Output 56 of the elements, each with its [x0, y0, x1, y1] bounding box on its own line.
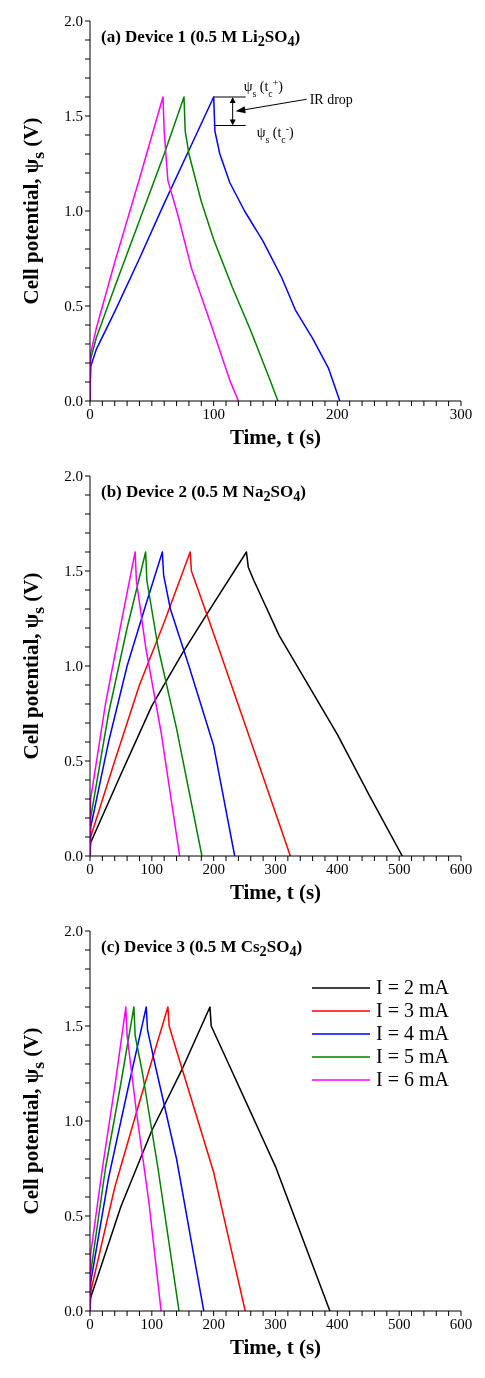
legend-label: I = 2 mA	[376, 976, 449, 999]
text: (a) Device 1 (0.5 M Li$_{2}$SO$_{4}$)	[101, 27, 301, 51]
y-tick-label: 1.0	[64, 1113, 83, 1130]
x-tick-label: 100	[140, 1315, 164, 1332]
y-tick-label: 1.0	[64, 658, 83, 675]
annotation: ψ$_{s}$ (t$_{c}$$^{-}$)	[256, 122, 294, 144]
x-tick-label: 200	[326, 405, 349, 422]
y-tick-label: 1.0	[64, 203, 83, 220]
x-tick-label: 600	[449, 1315, 473, 1332]
x-tick-label: 300	[449, 405, 473, 422]
x-tick-label: 100	[140, 860, 164, 877]
y-tick-label: 1.5	[64, 1018, 83, 1035]
y-tick-label: 0.0	[64, 848, 83, 865]
line-series	[90, 1006, 205, 1311]
x-tick-label: 0	[86, 1315, 94, 1332]
legend-label: I = 4 mA	[376, 1022, 449, 1045]
legend-label: I = 3 mA	[376, 999, 449, 1022]
line-series	[90, 1006, 162, 1311]
x-tick-label: 500	[387, 860, 411, 877]
x-tick-label: 200	[202, 860, 225, 877]
y-tick-label: 1.5	[64, 108, 83, 125]
line-series	[90, 551, 181, 856]
line-series	[90, 96, 240, 401]
y-tick-label: 0.5	[64, 753, 83, 770]
x-axis-title: Time, t (s)	[229, 880, 322, 905]
x-tick-label: 200	[202, 1315, 225, 1332]
x-axis-title: Time, t (s)	[229, 1335, 322, 1360]
x-tick-label: 100	[202, 405, 225, 422]
x-tick-label: 0	[86, 405, 94, 422]
y-tick-label: 2.0	[64, 13, 83, 30]
legend-label: I = 6 mA	[376, 1068, 449, 1091]
x-tick-label: 500	[387, 1315, 411, 1332]
y-tick-label: 2.0	[64, 923, 83, 940]
y-tick-label: 0.0	[64, 393, 83, 410]
x-tick-label: 400	[326, 1315, 349, 1332]
text: (c) Device 3 (0.5 M Cs$_{2}$SO$_{4}$)	[101, 937, 303, 961]
y-tick-label: 1.5	[64, 563, 83, 580]
y-tick-label: 2.0	[64, 468, 83, 485]
line-series	[90, 1006, 180, 1311]
line-series	[90, 1006, 246, 1311]
y-tick-label: 0.5	[64, 298, 83, 315]
y-tick-label: 0.0	[64, 1303, 83, 1320]
x-axis-title: Time, t (s)	[229, 425, 322, 450]
line-series	[90, 551, 203, 856]
x-tick-label: 300	[264, 860, 287, 877]
line-series	[90, 551, 292, 856]
x-tick-label: 300	[264, 1315, 287, 1332]
x-tick-label: 0	[86, 860, 94, 877]
annotation: IR drop	[309, 92, 353, 108]
line-series	[90, 551, 236, 856]
x-tick-label: 600	[449, 860, 473, 877]
y-tick-label: 0.5	[64, 1208, 83, 1225]
annotation: ψ$_{s}$ (t$_{c}$$^{+}$)	[243, 76, 284, 99]
legend-label: I = 5 mA	[376, 1045, 449, 1068]
x-tick-label: 400	[326, 860, 349, 877]
text: (b) Device 2 (0.5 M Na$_{2}$SO$_{4}$)	[101, 482, 306, 506]
